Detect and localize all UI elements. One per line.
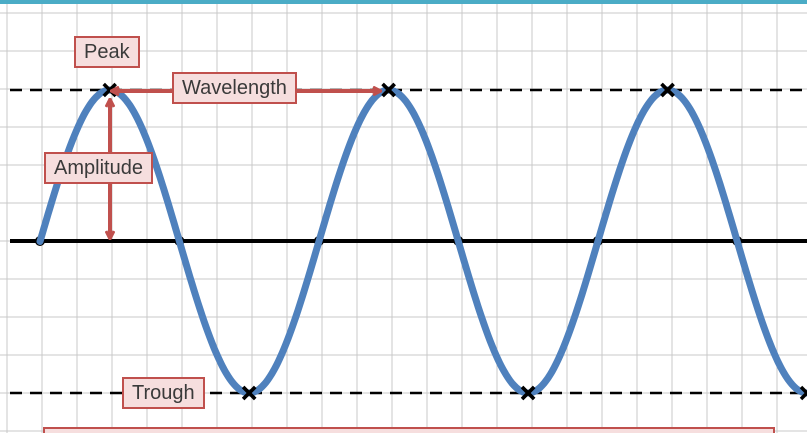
cross-markers xyxy=(102,82,807,401)
grid-background xyxy=(0,4,807,433)
top-border xyxy=(0,0,807,4)
amplitude-label: Amplitude xyxy=(44,152,153,184)
wave-curve xyxy=(36,86,807,397)
trough-label: Trough xyxy=(122,377,205,409)
wavelength-label: Wavelength xyxy=(172,72,297,104)
bottom-caption-box xyxy=(43,427,775,433)
peak-label: Peak xyxy=(74,36,140,68)
cross-marker xyxy=(241,385,257,401)
cross-marker xyxy=(381,82,396,98)
cross-marker xyxy=(660,82,675,98)
cross-marker xyxy=(799,385,807,401)
cross-marker xyxy=(520,385,536,401)
